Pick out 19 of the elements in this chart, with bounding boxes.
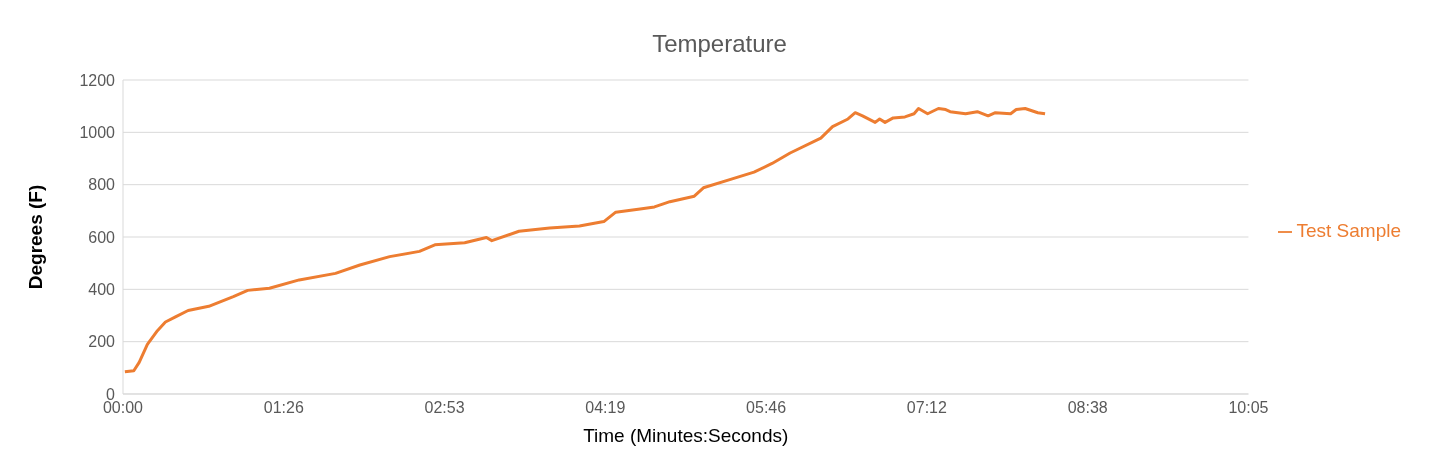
chart-title: Temperature [651, 30, 788, 58]
y-tick-label: 1000 [79, 124, 116, 142]
x-tick-label: 05:46 [746, 399, 787, 417]
x-tick-label: 00:00 [102, 399, 144, 417]
line-series [123, 107, 1047, 374]
x-tick-label: 04:19 [585, 399, 626, 417]
legend-label: Test Sample [1296, 220, 1401, 241]
x-tick-label: 02:53 [424, 399, 465, 417]
x-tick-label: 08:38 [1067, 399, 1108, 417]
x-tick-label: 10:05 [1228, 399, 1269, 417]
y-tick-label: 800 [88, 176, 116, 194]
y-tick-label: 200 [88, 333, 116, 351]
y-tick-label: 1200 [79, 71, 116, 89]
y-axis-title: Degrees (F) [24, 184, 46, 290]
y-tick-label: 600 [88, 228, 116, 246]
x-tick-label: 01:26 [263, 399, 304, 417]
x-axis-title: Time (Minutes:Seconds) [583, 425, 789, 446]
y-tick-label: 400 [88, 281, 116, 299]
x-tick-label: 07:12 [906, 399, 948, 417]
